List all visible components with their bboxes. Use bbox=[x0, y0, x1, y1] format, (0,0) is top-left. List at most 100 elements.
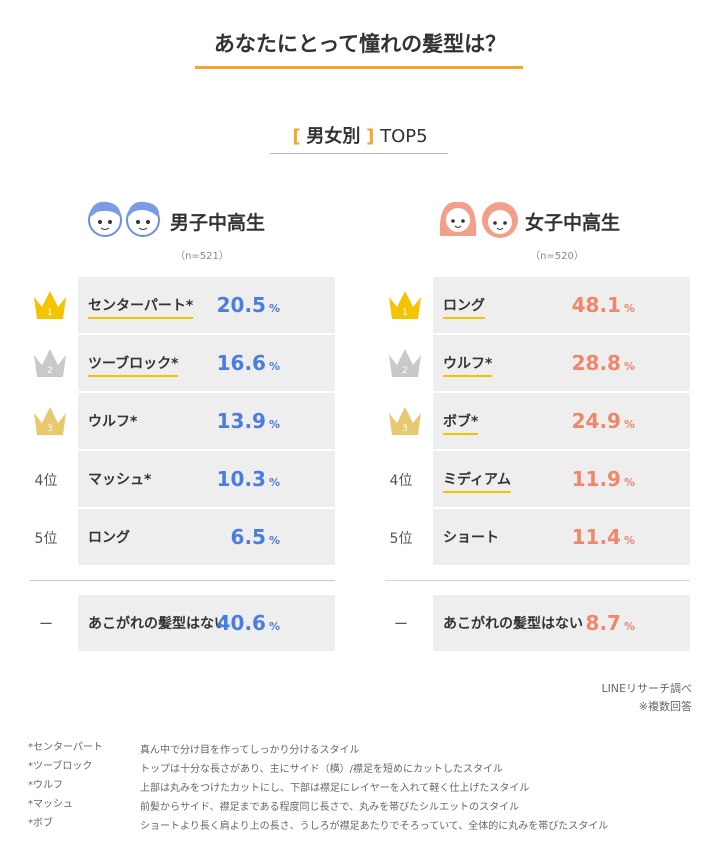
value-label: 16.6% bbox=[180, 351, 280, 375]
footnote: *マッシュ 前髪からサイド、襟足まである程度同じ長さで、丸みを帯びたシルエットのス… bbox=[28, 795, 519, 813]
separator bbox=[30, 580, 335, 581]
row-background bbox=[433, 393, 690, 449]
unit: % bbox=[623, 476, 635, 489]
row-background bbox=[433, 277, 690, 333]
footnote: *ツーブロック トップは十分な長さがあり、主にサイド（横）/襟足を短めにカットした… bbox=[28, 757, 503, 775]
row-background bbox=[78, 393, 335, 449]
value: 11.9 bbox=[571, 467, 621, 491]
row-background bbox=[433, 509, 690, 565]
value: 24.9 bbox=[571, 409, 621, 433]
value: 6.5 bbox=[230, 525, 266, 549]
value-label: 24.9% bbox=[535, 409, 635, 433]
unit: % bbox=[268, 302, 280, 315]
panel-label: 女子中高生 bbox=[525, 212, 621, 234]
unit: % bbox=[268, 534, 280, 547]
value: 13.9 bbox=[216, 409, 266, 433]
footnote-term: *ツーブロック bbox=[28, 761, 93, 772]
value: 10.3 bbox=[216, 467, 266, 491]
item-name: ロング bbox=[443, 295, 485, 319]
panel-label: 男子中高生 bbox=[170, 212, 266, 234]
unit: % bbox=[268, 620, 280, 633]
value: 8.7 bbox=[585, 611, 621, 635]
subtitle-underline bbox=[270, 153, 448, 154]
row-background bbox=[433, 451, 690, 507]
value: 48.1 bbox=[571, 293, 621, 317]
value-label: 11.9% bbox=[535, 467, 635, 491]
item-name: ショート bbox=[443, 530, 499, 546]
footnote-text: トップは十分な長さがあり、主にサイド（横）/襟足を短めにカットしたスタイル bbox=[140, 764, 503, 775]
footnote-text: 真ん中で分け目を作ってしっかり分けるスタイル bbox=[140, 745, 360, 756]
footnote: *ボブ ショートより長く肩より上の長さ、うしろが襟足あたりでそろっていて、全体的に… bbox=[28, 814, 608, 832]
row-background bbox=[78, 595, 335, 651]
footnote-term: *ウルフ bbox=[28, 780, 63, 791]
item-name: ロング bbox=[88, 530, 130, 546]
crown-rank: 2 bbox=[47, 366, 53, 376]
row-background bbox=[78, 335, 335, 391]
crown-shape bbox=[389, 349, 421, 377]
footnote-term: *センターパート bbox=[28, 742, 103, 753]
crown-shape bbox=[34, 291, 66, 319]
rank: 4位 bbox=[34, 473, 58, 489]
unit: % bbox=[623, 418, 635, 431]
row-background bbox=[433, 335, 690, 391]
footnote-term: *ボブ bbox=[28, 818, 53, 829]
value: 40.6 bbox=[216, 611, 266, 635]
value-label: 48.1% bbox=[535, 293, 635, 317]
footnote: *ウルフ 上部は丸みをつけたカットにし、下部は襟足にレイヤーを入れて軽く仕上げたス… bbox=[28, 776, 529, 794]
value-label: 8.7% bbox=[535, 611, 635, 635]
footnote-term: *マッシュ bbox=[28, 799, 73, 810]
rank: ー bbox=[394, 617, 408, 633]
crown-rank: 2 bbox=[402, 366, 408, 376]
row-background bbox=[78, 451, 335, 507]
value-label: 10.3% bbox=[180, 467, 280, 491]
item-name: あこがれの髪型はない bbox=[88, 616, 228, 632]
unit: % bbox=[268, 360, 280, 373]
crown: 2 bbox=[34, 349, 66, 377]
crown-shape bbox=[34, 407, 66, 435]
subtitle-rest: TOP5 bbox=[380, 126, 428, 147]
crown-shape bbox=[389, 291, 421, 319]
crown-rank: 1 bbox=[47, 308, 53, 318]
row-background bbox=[78, 509, 335, 565]
title-underline bbox=[195, 66, 523, 69]
sample-size: （n=521） bbox=[175, 251, 229, 262]
rank: 5位 bbox=[389, 531, 413, 547]
value-label: 40.6% bbox=[180, 611, 280, 635]
footnote: *センターパート 真ん中で分け目を作ってしっかり分けるスタイル bbox=[28, 738, 360, 756]
crown-shape bbox=[34, 349, 66, 377]
value: 28.8 bbox=[571, 351, 621, 375]
crown: 3 bbox=[389, 407, 421, 435]
value-label: 20.5% bbox=[180, 293, 280, 317]
crown-shape bbox=[389, 407, 421, 435]
value: 20.5 bbox=[216, 293, 266, 317]
crown-rank: 3 bbox=[402, 424, 408, 434]
crown: 2 bbox=[389, 349, 421, 377]
footnote-text: ショートより長く肩より上の長さ、うしろが襟足あたりでそろっていて、全体的に丸みを… bbox=[140, 821, 609, 832]
crown: 1 bbox=[389, 291, 421, 319]
sample-size: （n=520） bbox=[530, 251, 584, 262]
crown-rank: 3 bbox=[47, 424, 53, 434]
girl-icons bbox=[439, 201, 518, 238]
source: LINEリサーチ調べ bbox=[601, 682, 692, 695]
title: あなたにとって憧れの髪型は？ bbox=[213, 32, 507, 56]
rank: ー bbox=[39, 617, 53, 633]
value-label: 11.4% bbox=[535, 525, 635, 549]
value: 16.6 bbox=[216, 351, 266, 375]
unit: % bbox=[268, 476, 280, 489]
item-name: センターパート* bbox=[88, 295, 194, 319]
subtitle: [ 男女別 ] TOP5 bbox=[0, 122, 720, 148]
row-background bbox=[78, 277, 335, 333]
bracket: [ bbox=[292, 126, 301, 147]
value-label: 6.5% bbox=[180, 525, 280, 549]
rank: 4位 bbox=[389, 473, 413, 489]
unit: % bbox=[623, 302, 635, 315]
separator bbox=[385, 580, 690, 581]
item-name: ミディアム bbox=[443, 469, 512, 493]
value: 11.4 bbox=[571, 525, 621, 549]
row-background bbox=[433, 595, 690, 651]
footnote-text: 上部は丸みをつけたカットにし、下部は襟足にレイヤーを入れて軽く仕上げたスタイル bbox=[140, 783, 530, 794]
unit: % bbox=[623, 620, 635, 633]
item-name: あこがれの髪型はない bbox=[443, 616, 583, 632]
unit: % bbox=[623, 534, 635, 547]
